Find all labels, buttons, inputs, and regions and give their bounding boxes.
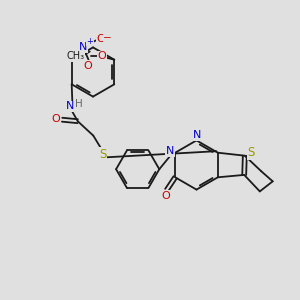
Text: S: S	[99, 148, 106, 161]
Text: O: O	[83, 61, 92, 71]
Text: −: −	[103, 32, 112, 43]
Text: O: O	[97, 51, 106, 61]
Text: O: O	[96, 34, 105, 44]
Text: N: N	[66, 101, 74, 111]
Text: CH₃: CH₃	[67, 51, 85, 61]
Text: N: N	[166, 146, 174, 156]
Text: N: N	[193, 130, 201, 140]
Text: O: O	[161, 191, 170, 201]
Text: O: O	[52, 114, 61, 124]
Text: H: H	[75, 99, 83, 110]
Text: N: N	[79, 42, 87, 52]
Text: +: +	[86, 37, 93, 46]
Text: S: S	[248, 146, 255, 159]
